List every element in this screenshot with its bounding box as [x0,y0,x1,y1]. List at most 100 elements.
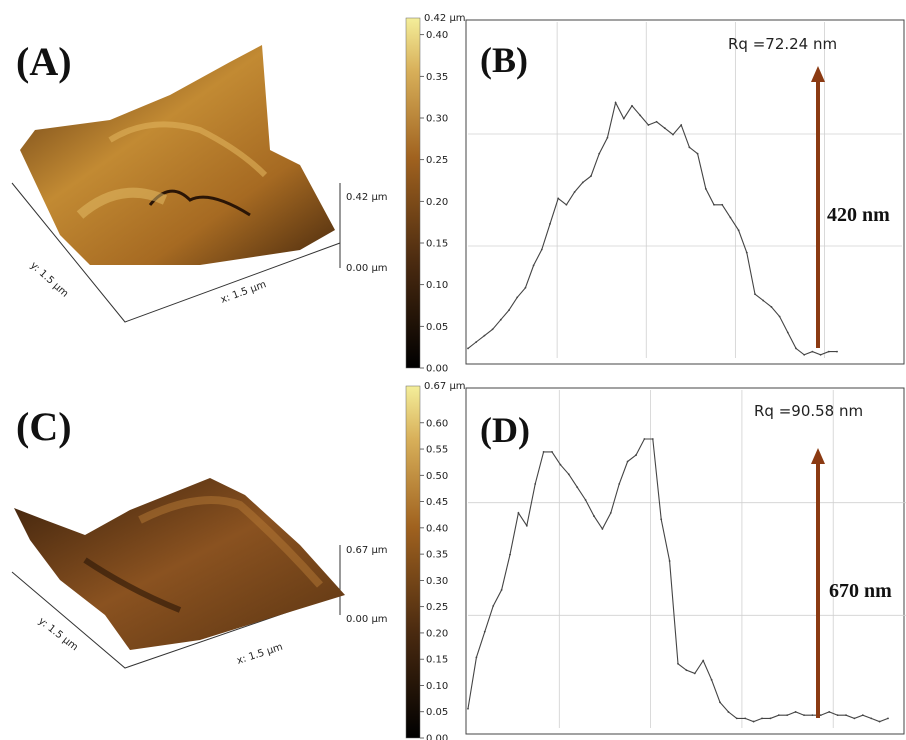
panel-a-surface [20,45,335,265]
profile-point [828,711,831,713]
panel-d-grid [468,390,906,728]
profile-point [754,293,756,296]
colorbar-bottom-max-label: 0.67 µm [424,381,466,392]
profile-point [598,152,601,155]
panel-d-arrow-head [811,448,825,464]
profile-point [516,296,519,299]
profile-point [769,717,772,720]
profile-point [811,714,814,717]
profile-point [672,133,674,136]
profile-point [631,104,633,107]
profile-point [509,553,511,556]
profile-point [803,714,805,717]
panel-d-rq-label: Rq =90.58 nm [754,402,863,420]
panel-b-points [467,101,838,356]
colorbar-tick-label: 0.20 [426,197,448,208]
profile-point [819,714,822,717]
panel-a-z-bottom-label: 0.00 µm [346,263,388,274]
profile-point [819,353,822,356]
panel-label-c: (C) [16,404,72,449]
profile-point [559,463,562,466]
colorbar-tick-label: 0.00 [426,364,448,375]
panel-a-axis-frame [11,182,341,323]
colorbar-tick-label: 0.05 [426,707,448,718]
colorbar-tick-label: 0.15 [426,239,448,250]
colorbar-bottom-gradient [405,385,421,739]
colorbar-tick-label: 0.30 [426,576,448,587]
profile-point [567,473,570,476]
colorbar-tick-label: 0.35 [426,550,448,561]
profile-point [719,701,721,704]
profile-point [693,672,696,675]
profile-point [778,315,781,318]
colorbar-tick-label: 0.30 [426,114,448,125]
colorbar-top: 0.42 µm 0.40 0.35 0.30 0.25 0.20 0.15 0.10 0.05… [405,13,466,375]
colorbar-tick-label: 0.25 [426,602,448,613]
colorbar-tick-label: 0.10 [426,681,448,692]
panel-b-rq-label: Rq =72.24 nm [728,35,837,53]
profile-point [483,334,486,337]
profile-point [635,454,637,456]
panel-b-height-label: 420 nm [827,204,890,226]
profile-point [618,483,621,485]
profile-point [770,306,773,308]
colorbar-tick-label: 0.05 [426,322,448,333]
profile-point [677,662,679,665]
colorbar-tick-label: 0.60 [426,418,448,429]
profile-point [499,318,502,321]
profile-point [622,117,625,120]
profile-point [710,678,713,681]
profile-point [786,331,789,334]
profile-point [584,499,587,501]
colorbar-tick-label: 0.35 [426,72,448,83]
panel-c-3d-surface: 0.67 µm 0.00 µm x: 1.5 µm y: 1.5 µm [11,478,388,669]
profile-point [626,460,629,463]
panel-b-arrow-head [811,66,825,82]
panel-a-y-axis-label: y: 1.5 µm [28,260,70,300]
panel-c-z-bottom-label: 0.00 µm [346,614,388,625]
profile-point [540,248,543,251]
profile-point [532,264,535,267]
profile-point [573,191,576,193]
colorbar-tick-label: 0.40 [426,523,448,534]
profile-point [517,511,520,514]
profile-point [794,711,797,713]
profile-point [870,717,873,720]
profile-point [524,286,527,289]
profile-point [483,630,486,633]
profile-point [475,341,478,343]
profile-point [647,124,650,126]
colorbar-top-max-label: 0.42 µm [424,13,466,24]
panel-d-profile-chart: (D) Rq =90.58 nm 670 nm [465,387,906,735]
profile-point [811,350,814,353]
profile-point [853,717,856,720]
profile-point [542,450,545,453]
panel-b-profile-line [467,101,837,356]
profile-point [467,707,469,710]
profile-point [557,197,560,200]
profile-point [500,589,503,591]
profile-point [593,515,595,517]
profile-point [836,714,839,717]
profile-point [727,711,730,713]
panel-d-plot-frame [465,387,905,735]
profile-point [761,717,763,720]
profile-point [836,350,838,353]
panel-label-a: (A) [16,39,72,84]
profile-point [744,717,747,720]
profile-point [581,181,584,184]
colorbar-tick-label: 0.55 [426,445,448,456]
panel-c-x-axis-label: x: 1.5 µm [236,642,285,667]
panel-c-axis-frame [11,571,341,669]
colorbar-tick-label: 0.25 [426,155,448,166]
profile-point [777,714,780,717]
profile-point [721,203,724,206]
colorbar-tick-label: 0.20 [426,628,448,639]
profile-point [752,720,755,723]
profile-point [601,528,604,530]
panel-a-x-axis-label: x: 1.5 µm [219,279,268,306]
profile-point [565,203,568,206]
profile-point [696,152,699,155]
profile-point [508,309,510,312]
profile-point [887,717,889,720]
